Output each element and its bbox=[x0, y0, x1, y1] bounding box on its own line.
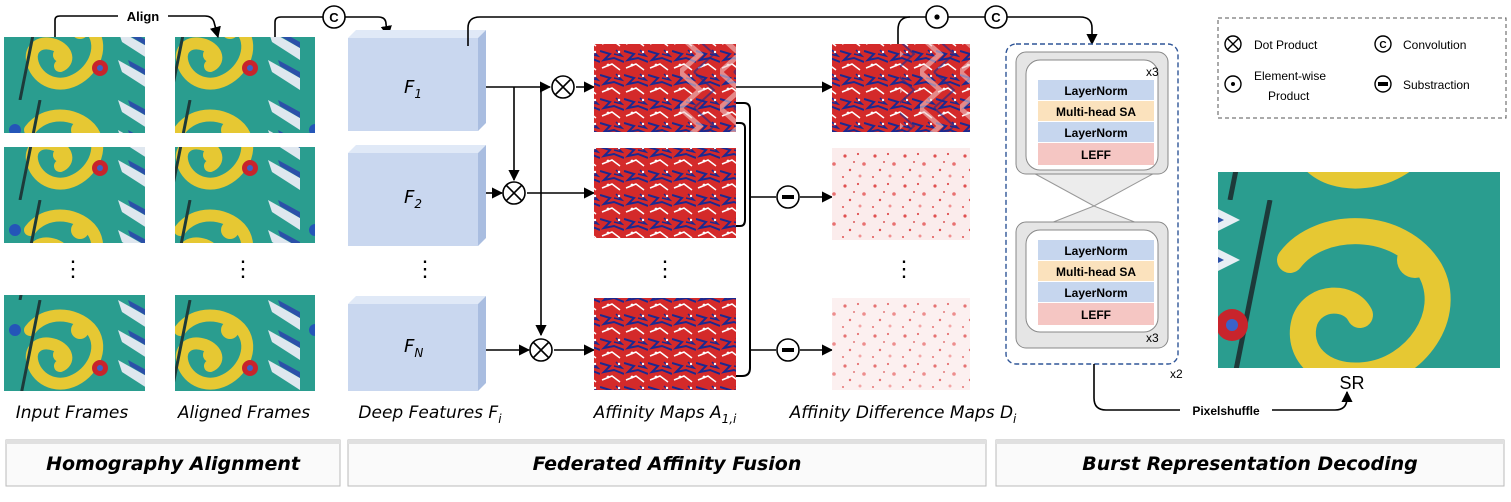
affinity-map-2 bbox=[594, 148, 736, 238]
caption-affinity-diff: Affinity Difference Maps Di bbox=[789, 403, 1017, 426]
affinity-maps bbox=[594, 44, 736, 390]
difference-dots: ⋮ bbox=[893, 256, 915, 281]
subtraction-icon-2 bbox=[776, 338, 800, 362]
affinity-dots: ⋮ bbox=[654, 256, 676, 281]
sr-label: SR bbox=[1339, 373, 1364, 393]
feature-f1-label: F1 bbox=[404, 77, 422, 101]
aligned-frame-2 bbox=[175, 147, 315, 243]
svg-text:LayerNorm: LayerNorm bbox=[1064, 126, 1127, 140]
difference-map-n bbox=[832, 298, 970, 390]
transformer-repeat: x2 bbox=[1170, 367, 1183, 381]
legend-convolution: Convolution bbox=[1403, 38, 1466, 52]
feature-dots: ⋮ bbox=[414, 256, 436, 281]
caption-aligned-frames: Aligned Frames bbox=[177, 403, 310, 423]
feature-block-1 bbox=[348, 30, 486, 131]
svg-text:C: C bbox=[329, 10, 339, 25]
legend-subtraction: Substraction bbox=[1403, 78, 1470, 92]
block2-layernorm-2 bbox=[1038, 282, 1154, 302]
aligned-frame-n bbox=[175, 295, 315, 391]
block2-leff bbox=[1038, 303, 1154, 325]
sr-image bbox=[1218, 172, 1500, 368]
svg-text:LEFF: LEFF bbox=[1081, 148, 1111, 162]
convolution-icon-2 bbox=[984, 5, 1008, 29]
legend-dot-product: Dot Product bbox=[1254, 38, 1318, 52]
block2-repeat: x3 bbox=[1146, 331, 1159, 345]
svg-text:LayerNorm: LayerNorm bbox=[1064, 84, 1127, 98]
legend-elementwise-1: Element-wise bbox=[1254, 69, 1326, 83]
caption-affinity-maps: Affinity Maps A1,i bbox=[593, 403, 737, 426]
block2-multihead bbox=[1038, 261, 1154, 281]
block1-leff bbox=[1038, 143, 1154, 165]
svg-text:C: C bbox=[991, 10, 1001, 25]
input-frames bbox=[4, 37, 145, 391]
svg-text:Federated Affinity Fusion: Federated Affinity Fusion bbox=[533, 453, 802, 475]
block2-layernorm-1 bbox=[1038, 240, 1154, 260]
affinity-map-n bbox=[594, 298, 736, 390]
block1-multihead bbox=[1038, 101, 1154, 121]
subtraction-legend-icon bbox=[1374, 75, 1392, 93]
svg-text:Homography Alignment: Homography Alignment bbox=[46, 453, 301, 475]
elementwise-legend-icon bbox=[1224, 75, 1242, 93]
block1-layernorm-1 bbox=[1038, 80, 1154, 100]
svg-text:LayerNorm: LayerNorm bbox=[1064, 244, 1127, 258]
input-frame-1 bbox=[4, 37, 145, 133]
dot-product-icon-n bbox=[529, 338, 553, 362]
aligned-dots: ⋮ bbox=[232, 256, 254, 281]
dot-product-icon-2 bbox=[502, 181, 526, 205]
feature-f2-label: F2 bbox=[404, 187, 422, 211]
transformer-container bbox=[1005, 43, 1179, 365]
input-frame-2 bbox=[4, 147, 145, 243]
caption-input-frames: Input Frames bbox=[16, 403, 129, 423]
input-frame-n bbox=[4, 295, 145, 391]
caption-deep-features: Deep Features Fi bbox=[358, 403, 502, 426]
svg-text:Multi-head SA: Multi-head SA bbox=[1056, 105, 1136, 119]
legend-elementwise-2: Product bbox=[1268, 89, 1310, 103]
feature-block-n bbox=[348, 296, 486, 391]
difference-maps bbox=[832, 44, 970, 390]
convolution-legend-icon: C bbox=[1374, 35, 1392, 53]
svg-text:LayerNorm: LayerNorm bbox=[1064, 286, 1127, 300]
svg-text:Burst Representation Decoding: Burst Representation Decoding bbox=[1082, 453, 1417, 475]
svg-text:LEFF: LEFF bbox=[1081, 308, 1111, 322]
top-feedback-arrow bbox=[467, 16, 1098, 46]
aligned-frames bbox=[175, 37, 315, 391]
svg-text:Multi-head SA: Multi-head SA bbox=[1056, 265, 1136, 279]
section-federated: Federated Affinity Fusion bbox=[347, 439, 987, 487]
block1-layernorm-2 bbox=[1038, 122, 1154, 142]
dot-product-icon-1 bbox=[551, 75, 575, 99]
feature-block-2 bbox=[348, 145, 486, 246]
section-homography: Homography Alignment bbox=[5, 439, 341, 487]
convolution-icon bbox=[322, 5, 346, 29]
feature-fn-label: FN bbox=[404, 336, 423, 360]
pixelshuffle-label: Pixelshuffle bbox=[1192, 404, 1260, 418]
align-label: Align bbox=[127, 9, 160, 24]
difference-map-2 bbox=[832, 148, 970, 240]
dot-product-legend-icon bbox=[1224, 35, 1242, 53]
legend-box bbox=[1217, 17, 1507, 119]
input-dots: ⋮ bbox=[62, 256, 84, 281]
subtraction-icon-1 bbox=[776, 185, 800, 209]
svg-text:C: C bbox=[1379, 40, 1386, 51]
block1-repeat: x3 bbox=[1146, 65, 1159, 79]
aligned-frame-1 bbox=[175, 37, 315, 133]
section-burst: Burst Representation Decoding bbox=[995, 439, 1505, 487]
